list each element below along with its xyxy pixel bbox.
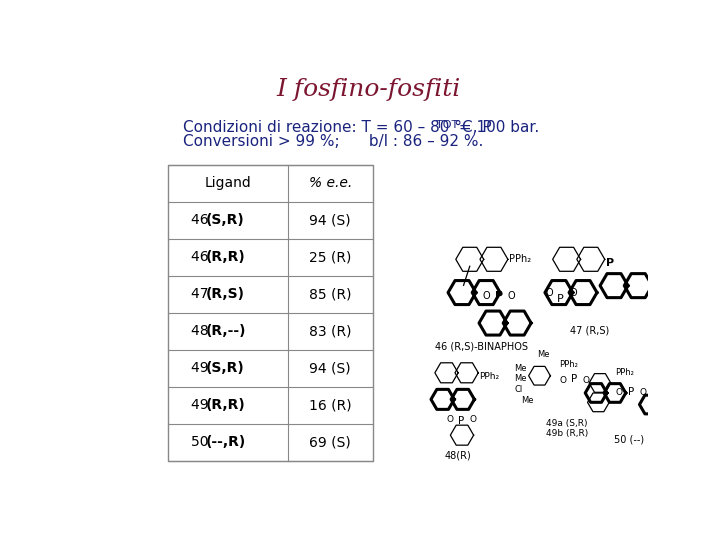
Text: P: P (557, 294, 564, 303)
Text: 48: 48 (191, 324, 212, 338)
Text: 46 (R,S)-BINAPHOS: 46 (R,S)-BINAPHOS (435, 341, 528, 352)
Text: Me: Me (514, 374, 526, 383)
Text: O: O (582, 375, 590, 384)
Text: 83 (R): 83 (R) (309, 324, 351, 338)
Text: (R,S): (R,S) (206, 287, 245, 301)
Text: O: O (469, 415, 477, 423)
Text: 49: 49 (191, 361, 212, 375)
Text: 47 (R,S): 47 (R,S) (570, 326, 610, 335)
Text: PPh₂: PPh₂ (510, 254, 531, 264)
Text: 48(R): 48(R) (445, 450, 472, 460)
Text: 47: 47 (191, 287, 212, 301)
Text: P: P (606, 259, 614, 268)
Text: PPh₂: PPh₂ (479, 372, 499, 381)
Text: Condizioni di reazione: T = 60 – 80 °C, P: Condizioni di reazione: T = 60 – 80 °C, … (183, 120, 492, 136)
Text: O: O (559, 375, 566, 384)
Text: 85 (R): 85 (R) (309, 287, 351, 301)
Text: Ligand: Ligand (204, 177, 251, 191)
Text: 50 (--): 50 (--) (614, 435, 644, 445)
Text: (S,R): (S,R) (206, 213, 245, 227)
Text: Me: Me (514, 363, 526, 373)
Text: (R,R): (R,R) (206, 251, 246, 264)
Text: Me: Me (521, 396, 534, 405)
Text: (R,R): (R,R) (206, 398, 246, 412)
Text: Conversioni > 99 %;      b/l : 86 – 92 %.: Conversioni > 99 %; b/l : 86 – 92 %. (183, 134, 483, 149)
Text: PPh₂: PPh₂ (559, 360, 577, 369)
Text: 49: 49 (191, 398, 212, 412)
Text: % e.e.: % e.e. (309, 177, 352, 191)
Text: (R,--): (R,--) (206, 324, 246, 338)
Text: TOT: TOT (436, 120, 458, 130)
Text: Me: Me (537, 350, 549, 359)
Text: O: O (482, 292, 490, 301)
Text: 46: 46 (191, 213, 212, 227)
Text: P: P (628, 387, 634, 396)
Text: 94 (S): 94 (S) (310, 361, 351, 375)
Text: 49a (S,R)
49b (R,R): 49a (S,R) 49b (R,R) (546, 418, 588, 438)
Text: = 100 bar.: = 100 bar. (454, 120, 539, 136)
Text: (--,R): (--,R) (206, 435, 246, 449)
Text: P: P (495, 291, 503, 301)
Text: P: P (571, 374, 577, 384)
Text: O: O (508, 292, 516, 301)
Text: 50: 50 (191, 435, 212, 449)
Text: I fosfino-fosfiti: I fosfino-fosfiti (277, 78, 461, 101)
Text: PPh₂: PPh₂ (616, 368, 634, 377)
Text: 16 (R): 16 (R) (309, 398, 351, 412)
Text: 46: 46 (191, 251, 212, 264)
Text: 25 (R): 25 (R) (309, 251, 351, 264)
Text: O: O (546, 288, 554, 298)
Text: (S,R): (S,R) (206, 361, 245, 375)
Bar (168, 165, 373, 461)
Text: O: O (639, 388, 646, 397)
Text: P: P (458, 416, 464, 426)
Text: O: O (447, 415, 454, 423)
Text: Cl: Cl (515, 385, 523, 394)
Text: O: O (616, 388, 623, 397)
Text: O: O (569, 288, 577, 298)
Text: 94 (S): 94 (S) (310, 213, 351, 227)
Text: 69 (S): 69 (S) (310, 435, 351, 449)
